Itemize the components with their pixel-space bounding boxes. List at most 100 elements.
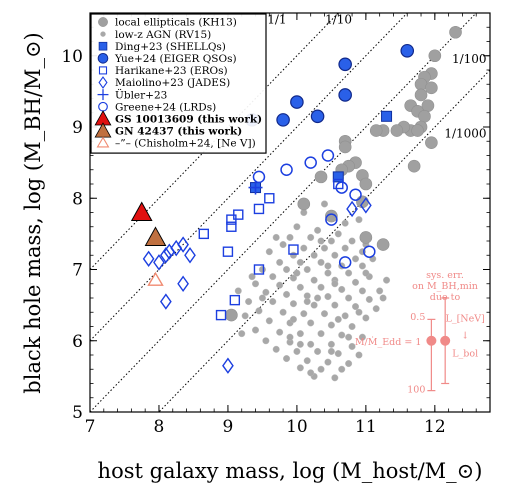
point-low-z-agn [345, 333, 353, 341]
point-local-elliptical [425, 136, 438, 149]
point-low-z-agn [341, 312, 349, 320]
point-low-z-agn [307, 233, 315, 241]
point-low-z-agn [320, 200, 328, 208]
point-low-z-agn [352, 255, 360, 263]
point-ding23 [98, 41, 108, 51]
legend-entry: Greene+24 (LRDs) [98, 101, 216, 113]
point-maiolino23 [222, 357, 234, 374]
point-low-z-agn [314, 347, 322, 355]
point-maiolino23 [360, 197, 372, 214]
point-local-elliptical [411, 124, 424, 137]
point-harikane23 [288, 244, 299, 255]
point-low-z-agn [324, 358, 332, 366]
legend-box [90, 13, 267, 154]
legend-label: –”– (Chisholm+24, [Ne V]) [115, 138, 256, 150]
point-low-z-agn [317, 283, 325, 291]
point-low-z-agn [314, 294, 322, 302]
point-low-z-agn [265, 248, 273, 256]
point-low-z-agn [310, 276, 318, 284]
point-local-elliptical [369, 124, 383, 137]
point-maiolino23 [346, 200, 358, 218]
point-harikane23 [253, 264, 265, 275]
point-low-z-agn [289, 315, 297, 323]
point-low-z-agn [362, 314, 370, 322]
legend-marker [96, 136, 110, 148]
point-harikane23 [264, 193, 275, 204]
point-low-z-agn [303, 266, 311, 274]
y-tick-label: 5 [72, 403, 83, 423]
point-low-z-agn [317, 258, 325, 266]
point-low-z-agn [327, 347, 335, 355]
legend-entry: low-z AGN (RV15) [100, 29, 211, 41]
inset-error-point [440, 335, 451, 346]
point-local-elliptical [314, 170, 328, 184]
point-local-elliptical [425, 81, 438, 95]
legend-label: GS 10013609 (this work) [115, 114, 262, 126]
point-greene24 [349, 188, 362, 201]
point-local-elliptical [297, 197, 311, 211]
point-yue24 [310, 109, 325, 124]
y-tick-label: 6 [72, 332, 83, 352]
legend-marker [100, 31, 106, 37]
point-local-elliptical [449, 25, 462, 39]
point-low-z-agn [320, 244, 328, 252]
ratio-labels: 1/1 1/10 1/100 1/1000 [267, 13, 486, 141]
point-low-z-agn [348, 237, 356, 245]
legend-entry: Übler+23 [97, 87, 167, 101]
point-chisholm24 [147, 271, 164, 286]
y-tick-label: 10 [61, 47, 83, 67]
point-low-z-agn [341, 244, 349, 252]
x-tick-label: 10 [286, 417, 308, 437]
point-low-z-agn [355, 351, 363, 359]
point-low-z-agn [331, 301, 339, 309]
point-low-z-agn [300, 244, 308, 252]
point-greene24 [304, 156, 317, 169]
point-local-elliptical [359, 177, 373, 191]
point-low-z-agn [352, 278, 360, 286]
point-harikane23 [226, 221, 237, 232]
point-low-z-agn [234, 287, 242, 295]
ratio-line-label: 1/1 [267, 13, 286, 27]
point-low-z-agn [279, 308, 287, 316]
point-low-z-agn [258, 294, 266, 302]
legend-entry: Maiolino+23 (JADES) [98, 76, 230, 89]
point-low-z-agn [283, 290, 291, 298]
point-low-z-agn [341, 219, 349, 227]
y-axis-label: black hole mass, log (M_BH/M_⊙) [21, 32, 45, 393]
point-low-z-agn [286, 233, 294, 241]
point-low-z-agn [355, 308, 363, 316]
point-greene24 [325, 213, 338, 226]
legend-entry: Yue+24 (EIGER QSOs) [97, 52, 237, 65]
point-low-z-agn [334, 350, 342, 358]
point-low-z-agn [345, 269, 353, 277]
x-axis-label: host galaxy mass, log (M_host/M_⊙) [98, 459, 483, 483]
inset-left-tick-bottom: 100 [407, 384, 425, 395]
point-low-z-agn [276, 281, 284, 289]
point-low-z-agn [334, 230, 342, 238]
point-harikane23 [198, 228, 209, 240]
legend-label: Greene+24 (LRDs) [115, 101, 216, 113]
point-local-elliptical [225, 308, 238, 322]
point-yue24 [400, 43, 415, 58]
point-greene24 [335, 181, 348, 194]
point-low-z-agn [276, 258, 284, 266]
point-ubler23 [97, 89, 109, 101]
x-tick-label: 11 [355, 417, 377, 437]
point-maiolino23 [160, 293, 172, 310]
ratio-line-label: 1/10 [325, 13, 352, 27]
point-ding23 [332, 171, 344, 183]
point-low-z-agn [317, 237, 325, 245]
point-local-elliptical [325, 209, 338, 223]
point-local-elliptical [356, 195, 369, 209]
point-maiolino23 [184, 247, 196, 264]
legend-marker [98, 76, 108, 89]
point-low-z-agn [279, 241, 287, 249]
legend-label: Ding+23 (SHELLQs) [115, 41, 226, 53]
point-local-elliptical [98, 17, 108, 27]
y-axis-label-text: black hole mass, log (M_BH/M_⊙) [21, 32, 45, 393]
point-harikane23 [229, 294, 241, 306]
point-low-z-agn [283, 266, 291, 274]
point-local-elliptical [359, 231, 373, 244]
point-low-z-agn [320, 310, 328, 318]
